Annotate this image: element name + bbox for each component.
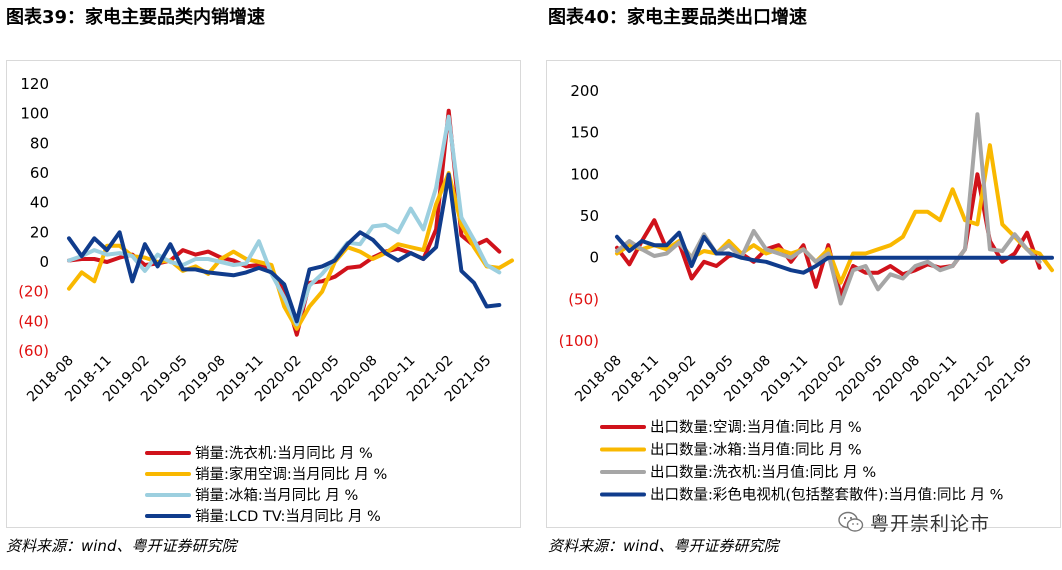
- line-chart-left: 120100806040200(20)(40)(60)2018-082018-1…: [18, 75, 514, 525]
- source-note-right: 资料来源：wind、粤开证券研究院: [548, 537, 779, 555]
- series-line-4: [615, 230, 1054, 275]
- legend-label: 出口数量:冰箱:当月值:同比 月 %: [650, 442, 862, 459]
- line-chart-right: 200150100500(50)(100)2018-082018-112019-…: [559, 82, 1054, 504]
- y-tick-label: 60: [30, 164, 49, 182]
- legend-label: 销量:洗衣机:当月同比 月 %: [195, 445, 373, 462]
- watermark-text: 粤开崇利论市: [870, 512, 991, 535]
- y-tick-label: 80: [30, 134, 49, 152]
- series-line-3: [67, 114, 502, 327]
- series-line-3: [615, 112, 1042, 306]
- legend-label: 销量:LCD TV:当月同比 月 %: [195, 508, 381, 525]
- y-tick-label: (50): [568, 290, 599, 308]
- y-tick-label: (20): [18, 283, 49, 301]
- y-tick-label: (100): [559, 332, 599, 350]
- legend-label: 销量:家用空调:当月同比 月 %: [195, 466, 387, 483]
- y-tick-label: 200: [570, 82, 599, 100]
- y-tick-label: 150: [570, 124, 599, 142]
- legend-label: 出口数量:空调:当月值:同比 月 %: [650, 419, 862, 436]
- legend-label: 出口数量:彩色电视机(包括整套散件):当月值:同比 月 %: [650, 487, 1003, 504]
- y-tick-label: 100: [570, 165, 599, 183]
- series-line-2: [67, 171, 514, 331]
- y-tick-label: 20: [30, 223, 49, 241]
- y-tick-label: 100: [20, 105, 49, 123]
- y-tick-label: 0: [39, 253, 49, 271]
- legend-label: 销量:冰箱:当月同比 月 %: [195, 487, 358, 504]
- y-tick-label: 50: [580, 207, 599, 225]
- y-tick-label: 0: [589, 249, 599, 267]
- y-tick-label: 120: [20, 75, 49, 93]
- chart-panel-left: 120 100 80 60 40 20 0 (20) (40) (60) 2018-08 2018-1…: [6, 60, 521, 528]
- chart-title-left: 图表39：家电主要品类内销增速: [6, 7, 266, 28]
- chart-title-right: 图表40：家电主要品类出口增速: [548, 7, 808, 28]
- series-line-4: [67, 172, 502, 324]
- y-tick-label: (40): [18, 312, 49, 330]
- legend-label: 出口数量:洗衣机:当月值:同比 月 %: [650, 464, 876, 481]
- source-note-left: 资料来源：wind、粤开证券研究院: [6, 537, 237, 555]
- watermark: 粤开崇利论市: [838, 508, 990, 536]
- wechat-logo-icon: [838, 511, 864, 532]
- chart-panel-right: 200 150 100 50 0 (50) (100) 2018-08 2018-11 2019-…: [546, 60, 1061, 528]
- y-tick-label: (60): [18, 342, 49, 360]
- y-tick-label: 40: [30, 194, 49, 212]
